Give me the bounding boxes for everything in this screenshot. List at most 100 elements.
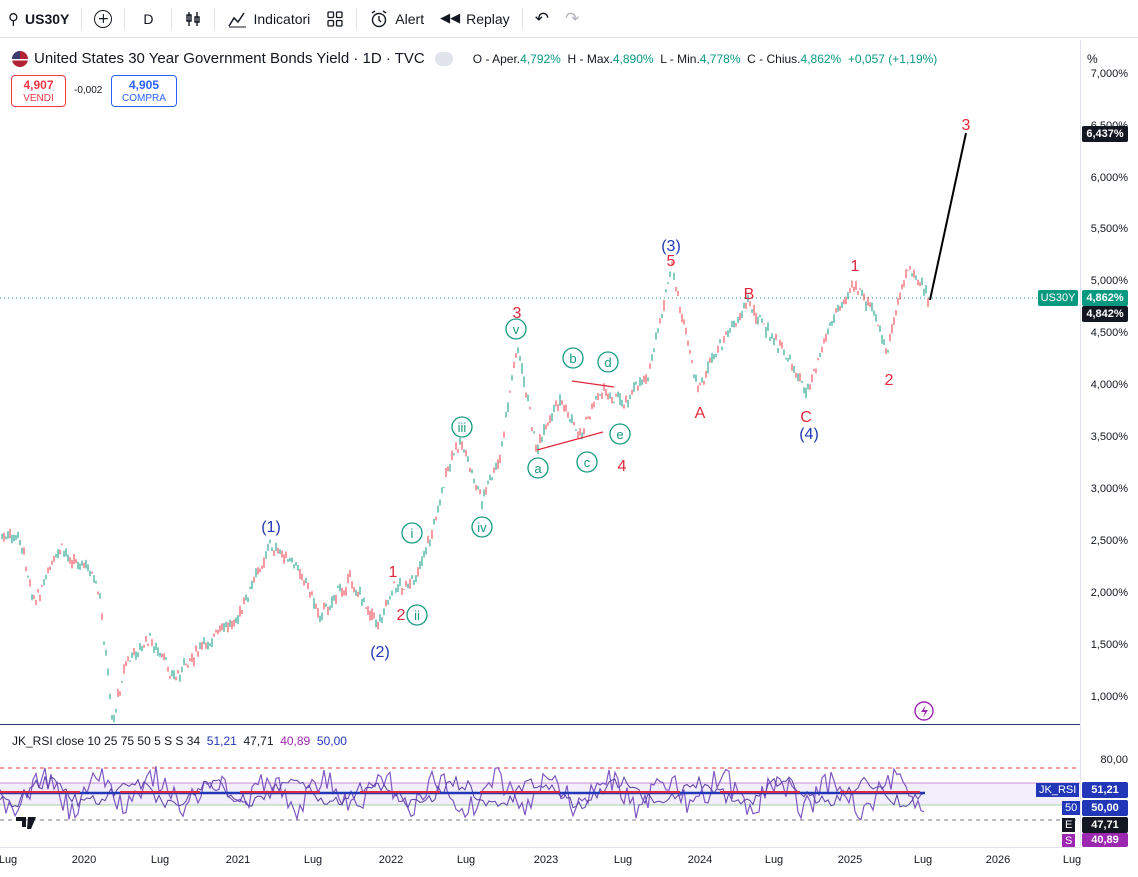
wave-label[interactable]: v: [513, 322, 520, 337]
wave-label[interactable]: 2: [885, 372, 894, 389]
triangle-upper-line: [571, 380, 615, 388]
rsi-value-tag: 51,21: [1082, 782, 1128, 798]
replay-button[interactable]: ◀◀ Replay: [432, 0, 518, 38]
price-axis-label: 3,500%: [1090, 431, 1128, 443]
wave-label[interactable]: e: [616, 427, 623, 442]
wave-label[interactable]: (1): [261, 519, 281, 536]
wave-label-circle: [562, 347, 584, 369]
wave-label[interactable]: 4: [618, 458, 627, 475]
change-value: +0,057 (+1,19%): [847, 51, 938, 66]
wave-label[interactable]: 5: [667, 253, 676, 270]
redo-icon: ↷: [564, 8, 580, 29]
tradingview-logo-icon: [16, 817, 36, 829]
sell-button[interactable]: 4,907 VENDI: [11, 75, 66, 107]
buy-button[interactable]: 4,905 COMPRA: [111, 75, 177, 107]
rsi-axis[interactable]: 80,00: [1080, 724, 1138, 847]
undo-button[interactable]: ↶: [527, 0, 557, 38]
wave-label[interactable]: C: [800, 409, 812, 426]
buy-label: COMPRA: [122, 93, 166, 104]
wave-label[interactable]: a: [534, 461, 542, 476]
wave-label-circle: [471, 516, 493, 538]
time-axis-label: Lug: [913, 854, 933, 866]
wave-label[interactable]: (4): [799, 426, 819, 443]
rsi-50-value-tag: 50,00: [1082, 800, 1128, 816]
time-axis-label: 2021: [225, 854, 251, 866]
time-axis-label: Lug: [0, 854, 18, 866]
wave-label[interactable]: 3: [962, 117, 971, 134]
price-axis-label: 5,000%: [1090, 275, 1128, 287]
low-label: L - Min.: [660, 51, 700, 66]
price-unit-button[interactable]: %: [1087, 52, 1098, 66]
wave-label-circle: [609, 423, 631, 445]
layouts-button[interactable]: [318, 0, 352, 38]
wave-label-circle: [527, 457, 549, 479]
wave-label[interactable]: A: [695, 405, 706, 422]
wave-label[interactable]: iii: [458, 420, 467, 435]
target-price-tag: 6,437%: [1082, 126, 1128, 142]
symbol-search[interactable]: ⚲ US30Y: [0, 0, 77, 38]
time-axis-label: Lug: [1062, 854, 1082, 866]
rsi-pane[interactable]: [0, 724, 1080, 847]
time-axis-label: 2020: [71, 854, 97, 866]
wave-label[interactable]: (3): [661, 238, 681, 255]
rsi-axis-80: 80,00: [1100, 754, 1128, 766]
wave-label-circle: [597, 351, 619, 373]
wave-label[interactable]: (2): [370, 644, 390, 661]
rsi-s-value-tag: 40,89: [1082, 833, 1128, 847]
divider: [356, 7, 358, 30]
wave-label[interactable]: 1: [389, 564, 398, 581]
close-label: C - Chius.: [747, 51, 801, 66]
wave-label[interactable]: 3: [513, 305, 522, 322]
legend-options-icon[interactable]: [434, 51, 453, 66]
price-axis[interactable]: % 7,000%6,500%6,000%5,500%5,000%4,500%4,…: [1080, 40, 1138, 723]
time-axis-label: Lug: [764, 854, 784, 866]
alert-button[interactable]: Alert: [361, 0, 432, 38]
wave-label[interactable]: b: [569, 351, 576, 366]
time-axis[interactable]: Lug 2020 Lug 2021 Lug 2022 Lug 2023 Lug 2024 Lug 20…: [0, 847, 1082, 877]
top-toolbar: ⚲ US30Y + D Indicatori Alert ◀◀ Replay ↶…: [0, 0, 1138, 38]
last-price-tag: 4,862%: [1082, 290, 1128, 306]
wave-label[interactable]: 1: [851, 258, 860, 275]
low-value: 4,778%: [699, 51, 741, 66]
wave-label[interactable]: iv: [477, 520, 487, 535]
chart-legend: United States 30 Year Government Bonds Y…: [12, 50, 937, 67]
price-axis-label: 1,000%: [1090, 691, 1128, 703]
projection-line: [929, 132, 967, 301]
wave-label[interactable]: 2: [397, 607, 406, 624]
wave-label[interactable]: i: [411, 526, 414, 541]
compare-button[interactable]: +: [86, 0, 120, 38]
open-label: O - Aper.: [472, 51, 521, 66]
main-chart[interactable]: (1) (2) (3) (4) 1 2 3 4 5 1 2 3 i ii iii iv v a b c d e A B C: [0, 40, 1080, 723]
interval-button[interactable]: D: [129, 0, 167, 38]
alert-label: Alert: [395, 10, 425, 27]
spread-value: -0,002: [74, 85, 103, 96]
buy-price: 4,905: [128, 78, 160, 92]
ohlc-values: O - Aper.4,792% H - Max.4,890% L - Min.4…: [473, 52, 938, 66]
wave-label[interactable]: ii: [414, 608, 420, 623]
rsi-chart-svg[interactable]: [0, 725, 1080, 847]
rsi-name-tag: JK_RSI: [1036, 783, 1080, 797]
wave-label[interactable]: B: [744, 286, 755, 303]
lightning-icon[interactable]: [914, 701, 934, 721]
price-axis-label: 6,000%: [1090, 172, 1128, 184]
replay-label: Replay: [466, 10, 510, 27]
time-axis-label: 2024: [687, 854, 713, 866]
redo-button[interactable]: ↷: [557, 0, 587, 38]
wave-label-circle: [505, 318, 527, 340]
sell-label: VENDI: [23, 93, 54, 104]
wave-label[interactable]: d: [604, 355, 611, 370]
price-axis-label: 5,500%: [1090, 223, 1128, 235]
time-axis-label: 2025: [837, 854, 863, 866]
wave-label[interactable]: c: [584, 455, 591, 470]
chart-type-button[interactable]: [176, 0, 210, 38]
candles-up: [1, 271, 927, 723]
price-axis-label: 7,000%: [1090, 68, 1128, 80]
wave-label-circle: [401, 522, 423, 544]
price-axis-label: 2,000%: [1090, 587, 1128, 599]
time-axis-label: 2026: [985, 854, 1011, 866]
price-axis-label: 4,500%: [1090, 327, 1128, 339]
price-axis-label: 1,500%: [1090, 639, 1128, 651]
indicators-button[interactable]: Indicatori: [219, 0, 318, 38]
